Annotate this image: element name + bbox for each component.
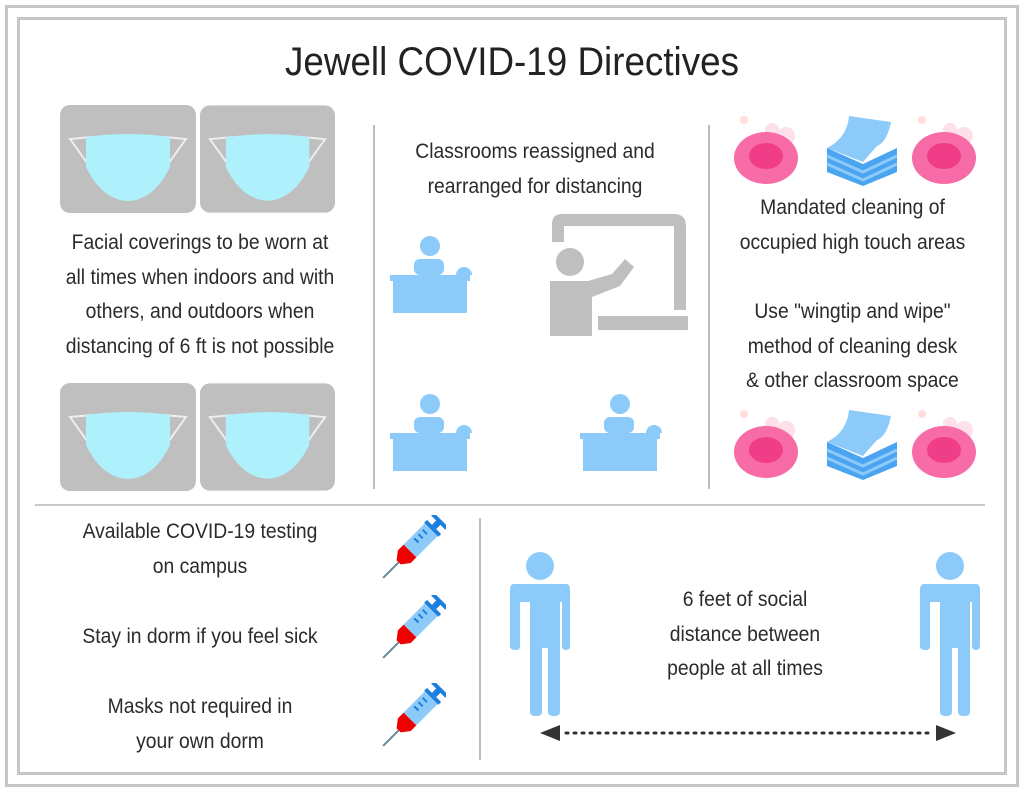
text-line: Available COVID-19 testing [82, 520, 318, 543]
mask-text: Facial coverings to be worn at all times… [34, 226, 365, 364]
wipes-stack-icon [826, 410, 897, 480]
wipe-method-text: Use "wingtip and wipe" method of cleanin… [712, 295, 993, 399]
cleaning-sponge-icon [912, 116, 976, 184]
text-line: Mandated cleaning of [760, 196, 945, 219]
text-line: people at all times [667, 657, 823, 680]
syringe-icon [382, 515, 446, 579]
syringe-icon [382, 595, 446, 659]
cleaning-sponge-icon [734, 410, 798, 478]
outer-border [5, 5, 1019, 787]
divider [373, 125, 375, 489]
person-icon [920, 552, 980, 716]
face-mask-icon [200, 383, 335, 491]
text-line: Masks not required in [107, 695, 293, 718]
dorm-mask-text: Masks not required in your own dorm [44, 690, 357, 759]
text-line: occupied high touch areas [739, 230, 966, 254]
distance-text: 6 feet of social distance between people… [612, 583, 879, 687]
double-arrow-icon [540, 725, 956, 741]
text-line: 6 feet of social [682, 588, 808, 611]
face-mask-icon [60, 383, 196, 491]
person-icon [510, 552, 570, 716]
text-line: Use "wingtip and wipe" [754, 300, 951, 323]
text-line: method of cleaning desk [747, 334, 958, 358]
wipes-stack-icon [826, 116, 897, 186]
desk-icon [580, 394, 662, 471]
face-mask-icon [60, 105, 196, 213]
syringe-icon [382, 683, 446, 747]
divider [708, 125, 710, 489]
text-line: on campus [152, 554, 248, 578]
text-line: Facial coverings to be worn at [71, 231, 329, 254]
testing-text: Available COVID-19 testing on campus [44, 515, 357, 584]
text-line: rearranged for distancing [427, 174, 643, 198]
sick-text: Stay in dorm if you feel sick [44, 620, 357, 655]
teacher-board-icon [550, 214, 688, 336]
text-line: distance between [669, 622, 821, 646]
text-line: Stay in dorm if you feel sick [82, 625, 318, 648]
desk-icon [390, 236, 472, 313]
text-line: Classrooms reassigned and [415, 140, 655, 163]
desk-icon [390, 394, 472, 471]
divider [35, 504, 985, 506]
cleaning-text: Mandated cleaning of occupied high touch… [712, 191, 993, 260]
inner-border [17, 17, 1007, 775]
text-line: all times when indoors and with [65, 265, 335, 289]
text-line: others, and outdoors when [85, 300, 315, 323]
text-line: distancing of 6 ft is not possible [65, 334, 335, 358]
classroom-text: Classrooms reassigned and rearranged for… [388, 135, 682, 204]
page-title: Jewell COVID-19 Directives [285, 40, 739, 84]
cleaning-sponge-icon [912, 410, 976, 478]
text-line: & other classroom space [746, 369, 959, 392]
divider [479, 518, 481, 760]
cleaning-sponge-icon [734, 116, 798, 184]
face-mask-icon [200, 105, 335, 213]
text-line: your own dorm [136, 729, 264, 753]
